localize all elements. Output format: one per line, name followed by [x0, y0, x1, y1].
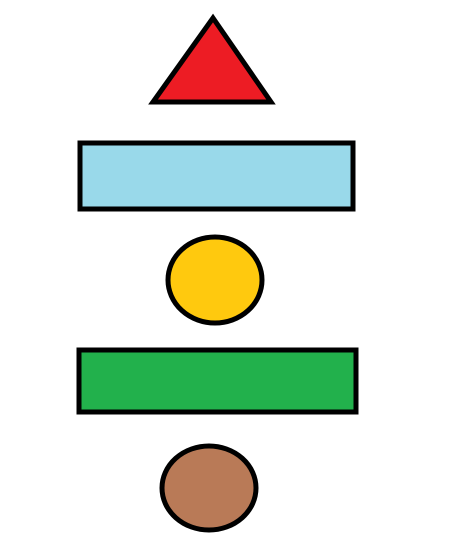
- green-rectangle: [76, 347, 359, 415]
- red-triangle: [148, 13, 276, 105]
- brown-oval: [159, 443, 259, 533]
- yellow-circle: [165, 234, 265, 326]
- light-blue-rectangle: [77, 140, 356, 212]
